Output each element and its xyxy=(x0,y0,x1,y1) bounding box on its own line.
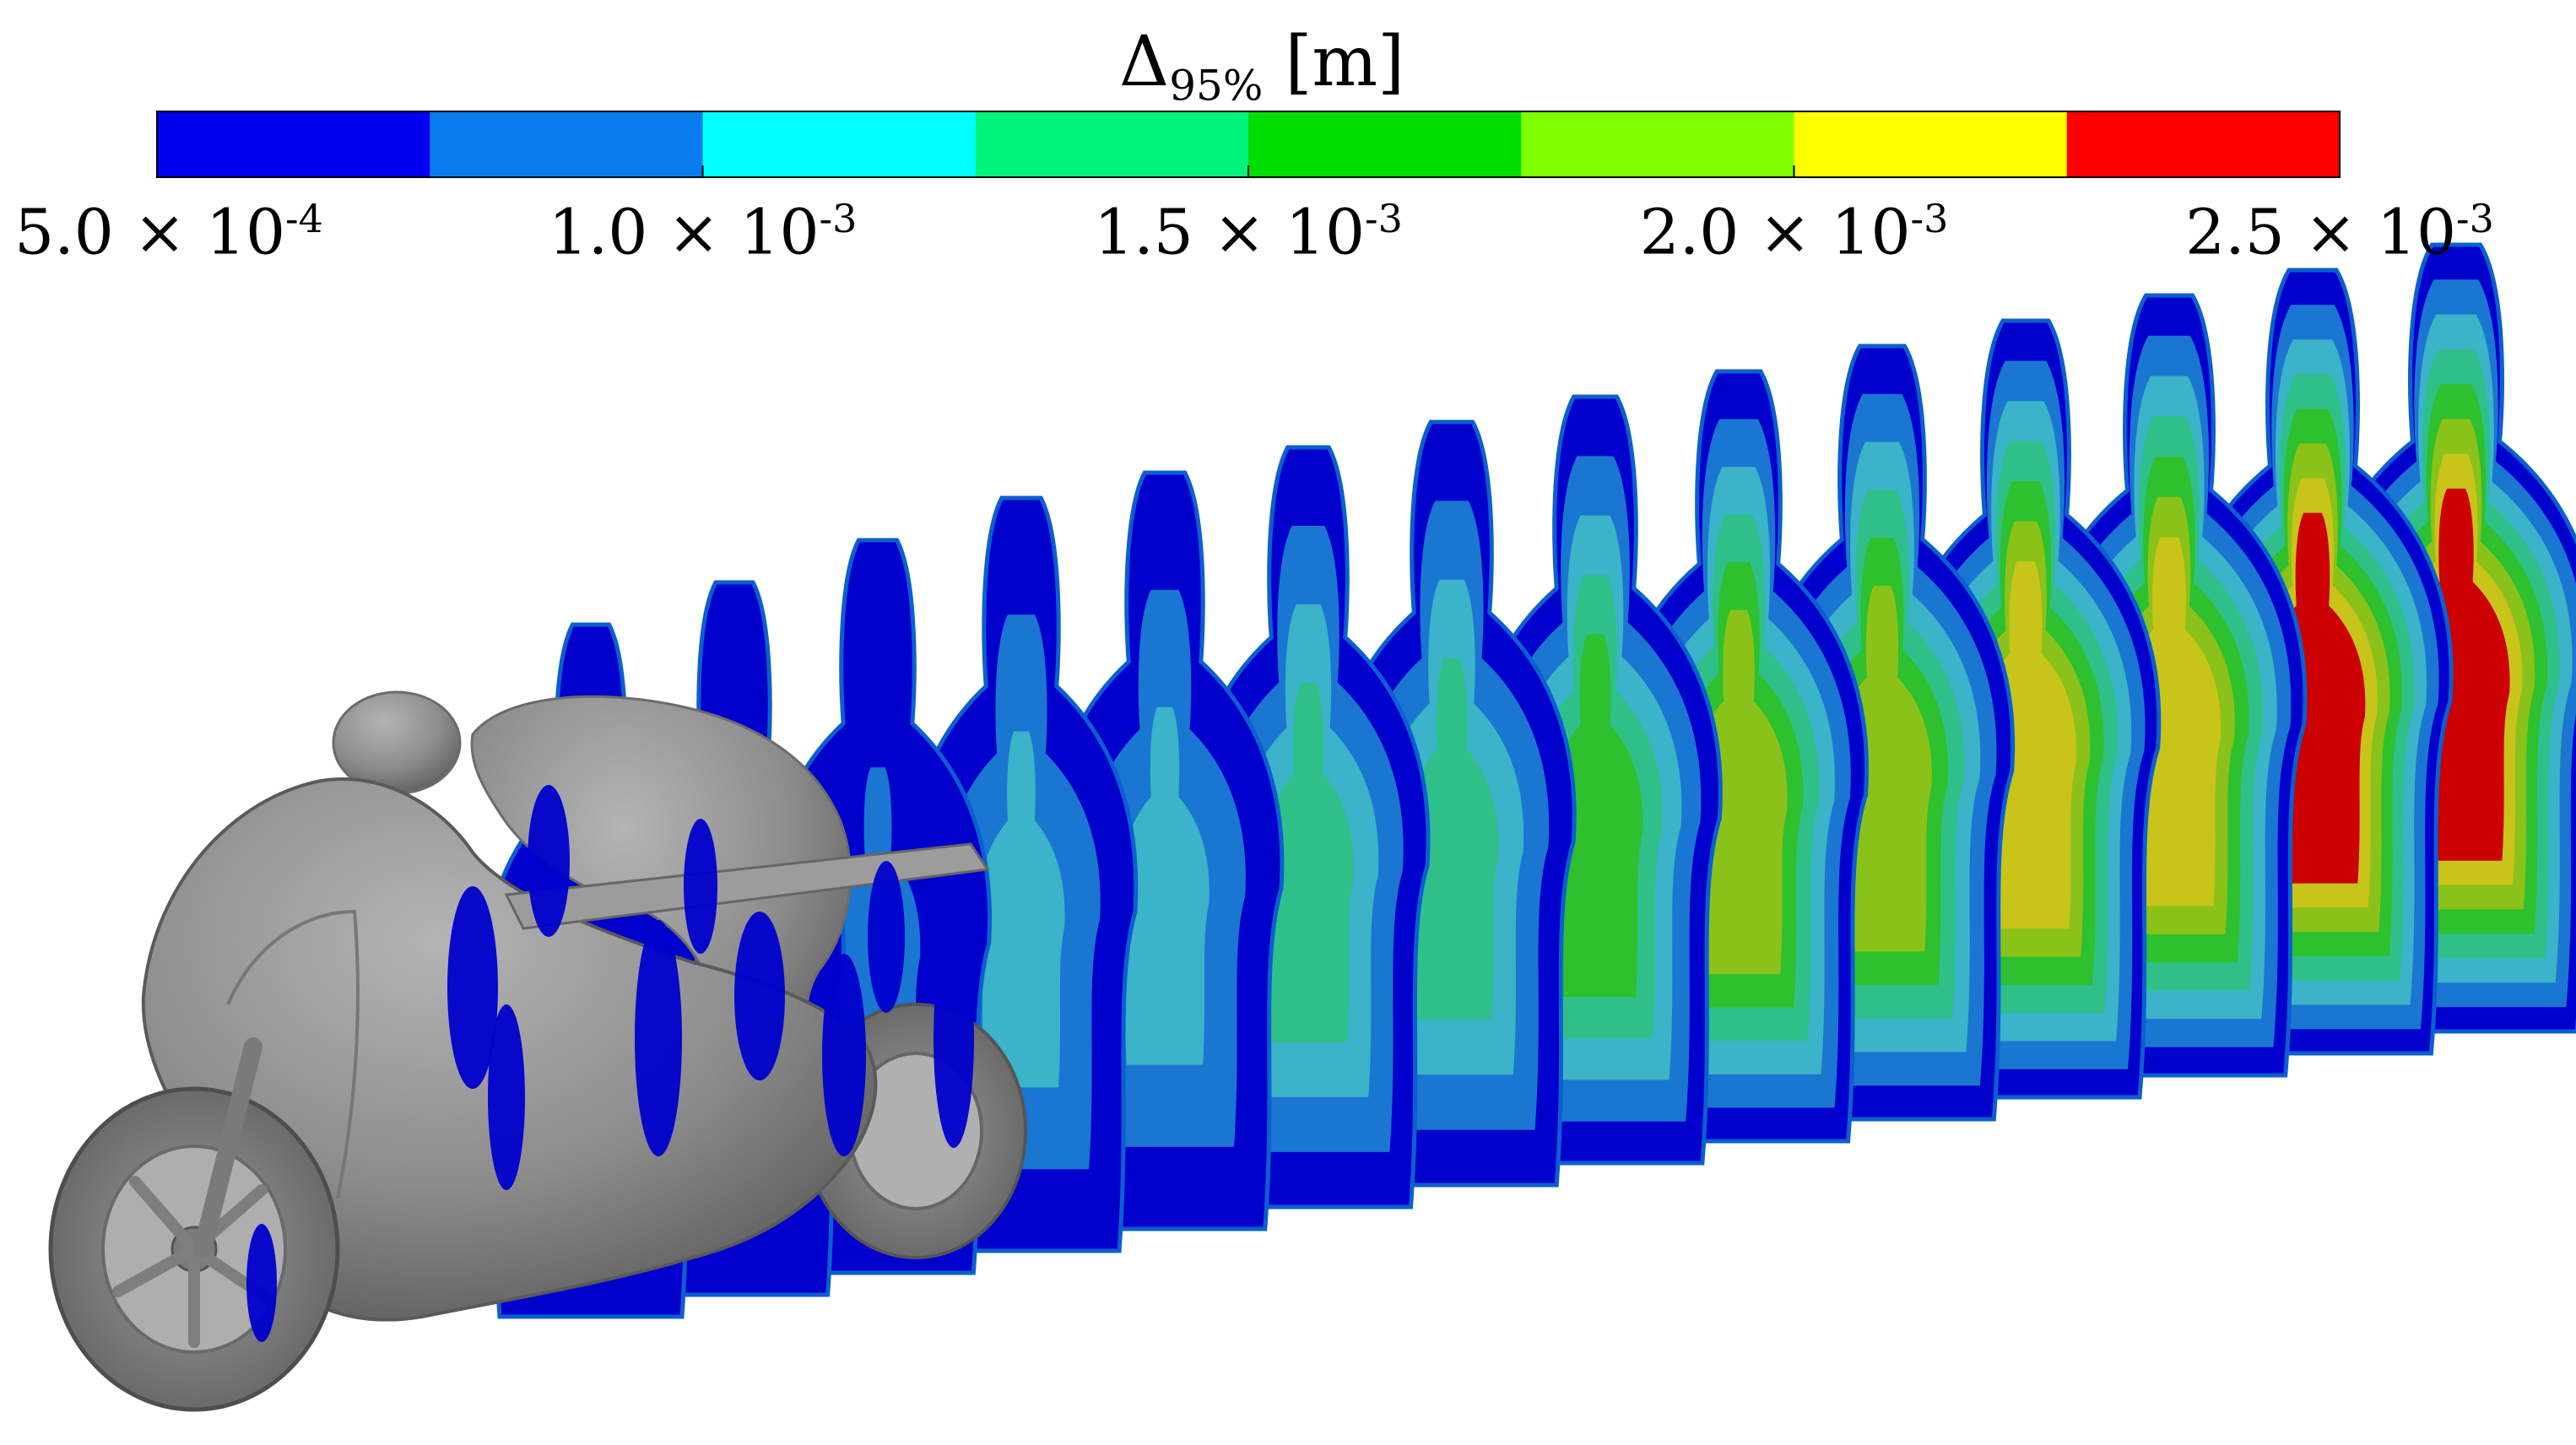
colorbar-ticks xyxy=(156,165,2341,177)
flow-fragment xyxy=(822,954,866,1156)
colorbar-title: Δ95% [m] xyxy=(1119,22,1405,111)
colorbar-tick-label: 1.0 × 10-3 xyxy=(548,196,858,269)
colorbar-segment xyxy=(157,111,430,177)
flow-fragment xyxy=(868,861,905,1013)
flow-fragment xyxy=(447,886,498,1089)
flow-fragment xyxy=(246,1224,277,1342)
colorbar-segment xyxy=(702,111,977,177)
contour-level xyxy=(1832,585,1932,952)
wake-slices xyxy=(482,242,2576,1319)
colorbar-tick-label: 5.0 × 10-4 xyxy=(14,196,323,269)
colorbar-segment xyxy=(1248,111,1522,177)
colorbar-segment xyxy=(1794,111,2068,177)
front-fork xyxy=(193,1037,262,1258)
flow-fragment xyxy=(488,1004,525,1190)
colorbar-segments xyxy=(157,111,2341,177)
colorbar-tick-label: 2.0 × 10-3 xyxy=(1639,196,1949,269)
flow-fragment xyxy=(635,920,682,1156)
colorbar-tick-label: 2.5 × 10-3 xyxy=(2185,196,2494,269)
contour-level xyxy=(977,731,1065,1088)
flow-fragment xyxy=(734,912,785,1080)
flow-fragment xyxy=(528,785,570,937)
contour-level xyxy=(1404,658,1499,1020)
contour-level xyxy=(1263,683,1354,1042)
bike-tail xyxy=(504,842,990,930)
contour-level xyxy=(1120,706,1210,1065)
colorbar-segment xyxy=(975,111,1249,177)
colorbar-segment xyxy=(430,111,703,177)
flow-fragment xyxy=(684,819,717,954)
colorbar-tick-label: 1.5 × 10-3 xyxy=(1094,196,1403,269)
flow-fragment xyxy=(934,928,974,1148)
colorbar-segment xyxy=(1521,111,1794,177)
colorbar xyxy=(156,111,2341,178)
contour-level xyxy=(1547,634,1643,997)
flow-fragments xyxy=(246,785,974,1342)
colorbar-segment xyxy=(2066,111,2341,177)
contour-level xyxy=(1690,609,1788,975)
